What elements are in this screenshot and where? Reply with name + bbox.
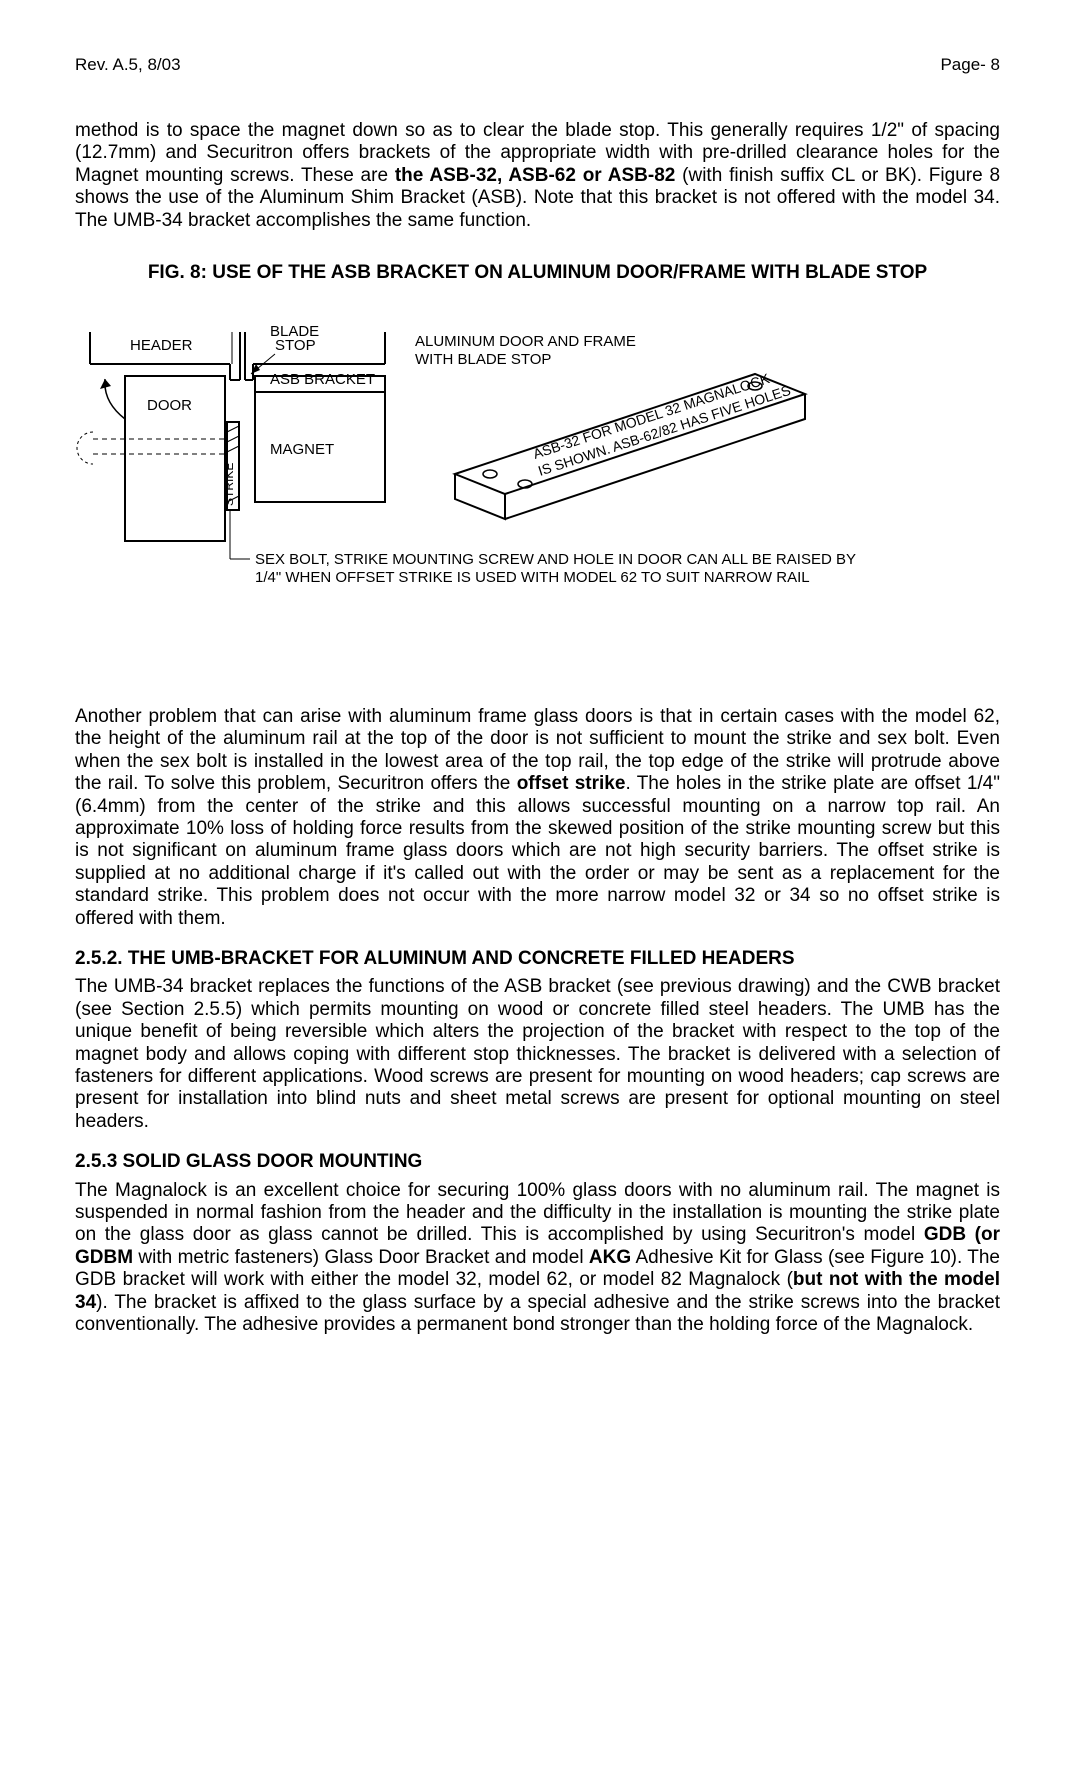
svg-text:ASB BRACKET: ASB BRACKET (270, 371, 375, 388)
figure-footnote-2: 1/4" WHEN OFFSET STRIKE IS USED WITH MOD… (255, 569, 810, 586)
rev-label: Rev. A.5, 8/03 (75, 55, 181, 75)
svg-text:STOP: STOP (275, 337, 316, 354)
figure-title: FIG. 8: USE OF THE ASB BRACKET ON ALUMIN… (75, 262, 1000, 284)
paragraph-4: The Magnalock is an excellent choice for… (75, 1180, 1000, 1337)
figure-8-svg: HEADER BLADE STOP DOOR ASB BRACKET MAGNE… (75, 324, 995, 664)
para4-mid1: with metric fasteners) Glass Door Bracke… (133, 1247, 589, 1268)
label-strike: STRIKE (222, 463, 236, 506)
paragraph-3: The UMB-34 bracket replaces the function… (75, 976, 1000, 1133)
heading-solid-glass: 2.5.3 SOLID GLASS DOOR MOUNTING (75, 1151, 1000, 1173)
para2-bold: offset strike (517, 773, 626, 794)
figure-footnote-1: SEX BOLT, STRIKE MOUNTING SCREW AND HOLE… (255, 551, 856, 568)
page-number: Page- 8 (940, 55, 1000, 75)
label-magnet: MAGNET (270, 441, 334, 458)
label-plate-line1: ASB-32 FOR MODEL 32 MAGNALOCK (531, 370, 772, 462)
para4-pre: The Magnalock is an excellent choice for… (75, 1180, 1000, 1246)
para4-bold2: AKG (589, 1247, 631, 1268)
svg-text:WITH BLADE STOP: WITH BLADE STOP (415, 351, 551, 368)
label-aluminum-frame: ALUMINUM DOOR AND FRAME (415, 333, 636, 350)
heading-umb-bracket: 2.5.2. THE UMB-BRACKET FOR ALUMINUM AND … (75, 948, 1000, 970)
para1-bold: the ASB-32, ASB-62 or ASB-82 (395, 165, 676, 186)
figure-8: HEADER BLADE STOP DOOR ASB BRACKET MAGNE… (75, 324, 1000, 670)
paragraph-2: Another problem that can arise with alum… (75, 706, 1000, 930)
para4-post: ). The bracket is affixed to the glass s… (75, 1292, 1000, 1335)
label-header: HEADER (130, 337, 193, 354)
label-plate-line2: IS SHOWN. ASB-62/82 HAS FIVE HOLES (536, 382, 793, 479)
page-header: Rev. A.5, 8/03 Page- 8 (75, 55, 1000, 75)
paragraph-1: method is to space the magnet down so as… (75, 120, 1000, 232)
para2-post: . The holes in the strike plate are offs… (75, 773, 1000, 928)
label-door: DOOR (147, 397, 192, 414)
